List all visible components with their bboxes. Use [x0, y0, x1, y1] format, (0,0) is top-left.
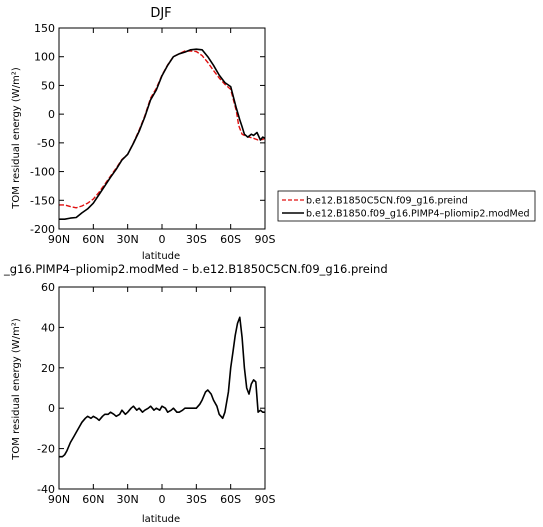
series-line-1 — [59, 48, 266, 220]
x-tick-label: 30S — [186, 493, 207, 506]
x-tick-label: 90N — [48, 233, 70, 246]
top-ylabel: TOM residual energy (W/m²) — [11, 67, 22, 210]
y-tick-label: 150 — [34, 22, 55, 35]
top-chart-title: DJF — [150, 6, 171, 21]
bottom-xlabel: latitude — [142, 514, 180, 525]
y-tick-label: 50 — [41, 79, 55, 92]
x-tick-label: 90S — [255, 493, 276, 506]
y-tick-label: -50 — [37, 137, 55, 150]
y-tick-label: 60 — [41, 281, 55, 294]
series-line-0 — [59, 316, 265, 458]
y-tick-label: -150 — [30, 194, 55, 207]
y-tick-label: -200 — [30, 223, 55, 236]
x-tick-label: 60N — [82, 233, 104, 246]
legend-label-preind: b.e12.B1850C5CN.f09_g16.preind — [306, 196, 468, 207]
y-tick-label: 0 — [48, 402, 55, 415]
top-series-layer — [59, 48, 266, 220]
top-xlabel: latitude — [142, 251, 180, 262]
top-plot-frame — [58, 27, 266, 230]
bottom-plot-frame — [58, 286, 266, 490]
y-tick-label: -20 — [37, 443, 55, 456]
x-tick-label: 60S — [220, 233, 241, 246]
bottom-series-layer — [59, 316, 265, 458]
y-tick-label: -100 — [30, 166, 55, 179]
x-tick-label: 90N — [48, 493, 70, 506]
bottom-chart-title: _g16.PIMP4–pliomip2.modMed – b.e12.B1850… — [3, 262, 388, 276]
y-tick-label: 100 — [34, 51, 55, 64]
legend-box — [277, 190, 536, 222]
y-tick-label: -40 — [37, 483, 55, 496]
x-tick-label: 0 — [159, 233, 166, 246]
bottom-panel: _g16.PIMP4–pliomip2.modMed – b.e12.B1850… — [3, 262, 388, 525]
top-panel: DJF TOM residual energy (W/m²) latitude … — [11, 6, 276, 262]
legend-label-modmed: b.e12.B1850.f09_g16.PIMP4–pliomip2.modMe… — [306, 209, 530, 220]
y-tick-label: 0 — [48, 108, 55, 121]
y-tick-label: 40 — [41, 321, 55, 334]
x-tick-label: 0 — [159, 493, 166, 506]
x-tick-label: 60S — [220, 493, 241, 506]
y-tick-label: 20 — [41, 362, 55, 375]
x-tick-label: 60N — [82, 493, 104, 506]
legend: b.e12.B1850C5CN.f09_g16.preind b.e12.B18… — [277, 190, 536, 222]
x-tick-label: 30N — [117, 493, 139, 506]
bottom-ylabel: TOM residual energy (W/m²) — [11, 318, 22, 461]
x-tick-label: 30N — [117, 233, 139, 246]
x-tick-label: 90S — [255, 233, 276, 246]
x-tick-label: 30S — [186, 233, 207, 246]
